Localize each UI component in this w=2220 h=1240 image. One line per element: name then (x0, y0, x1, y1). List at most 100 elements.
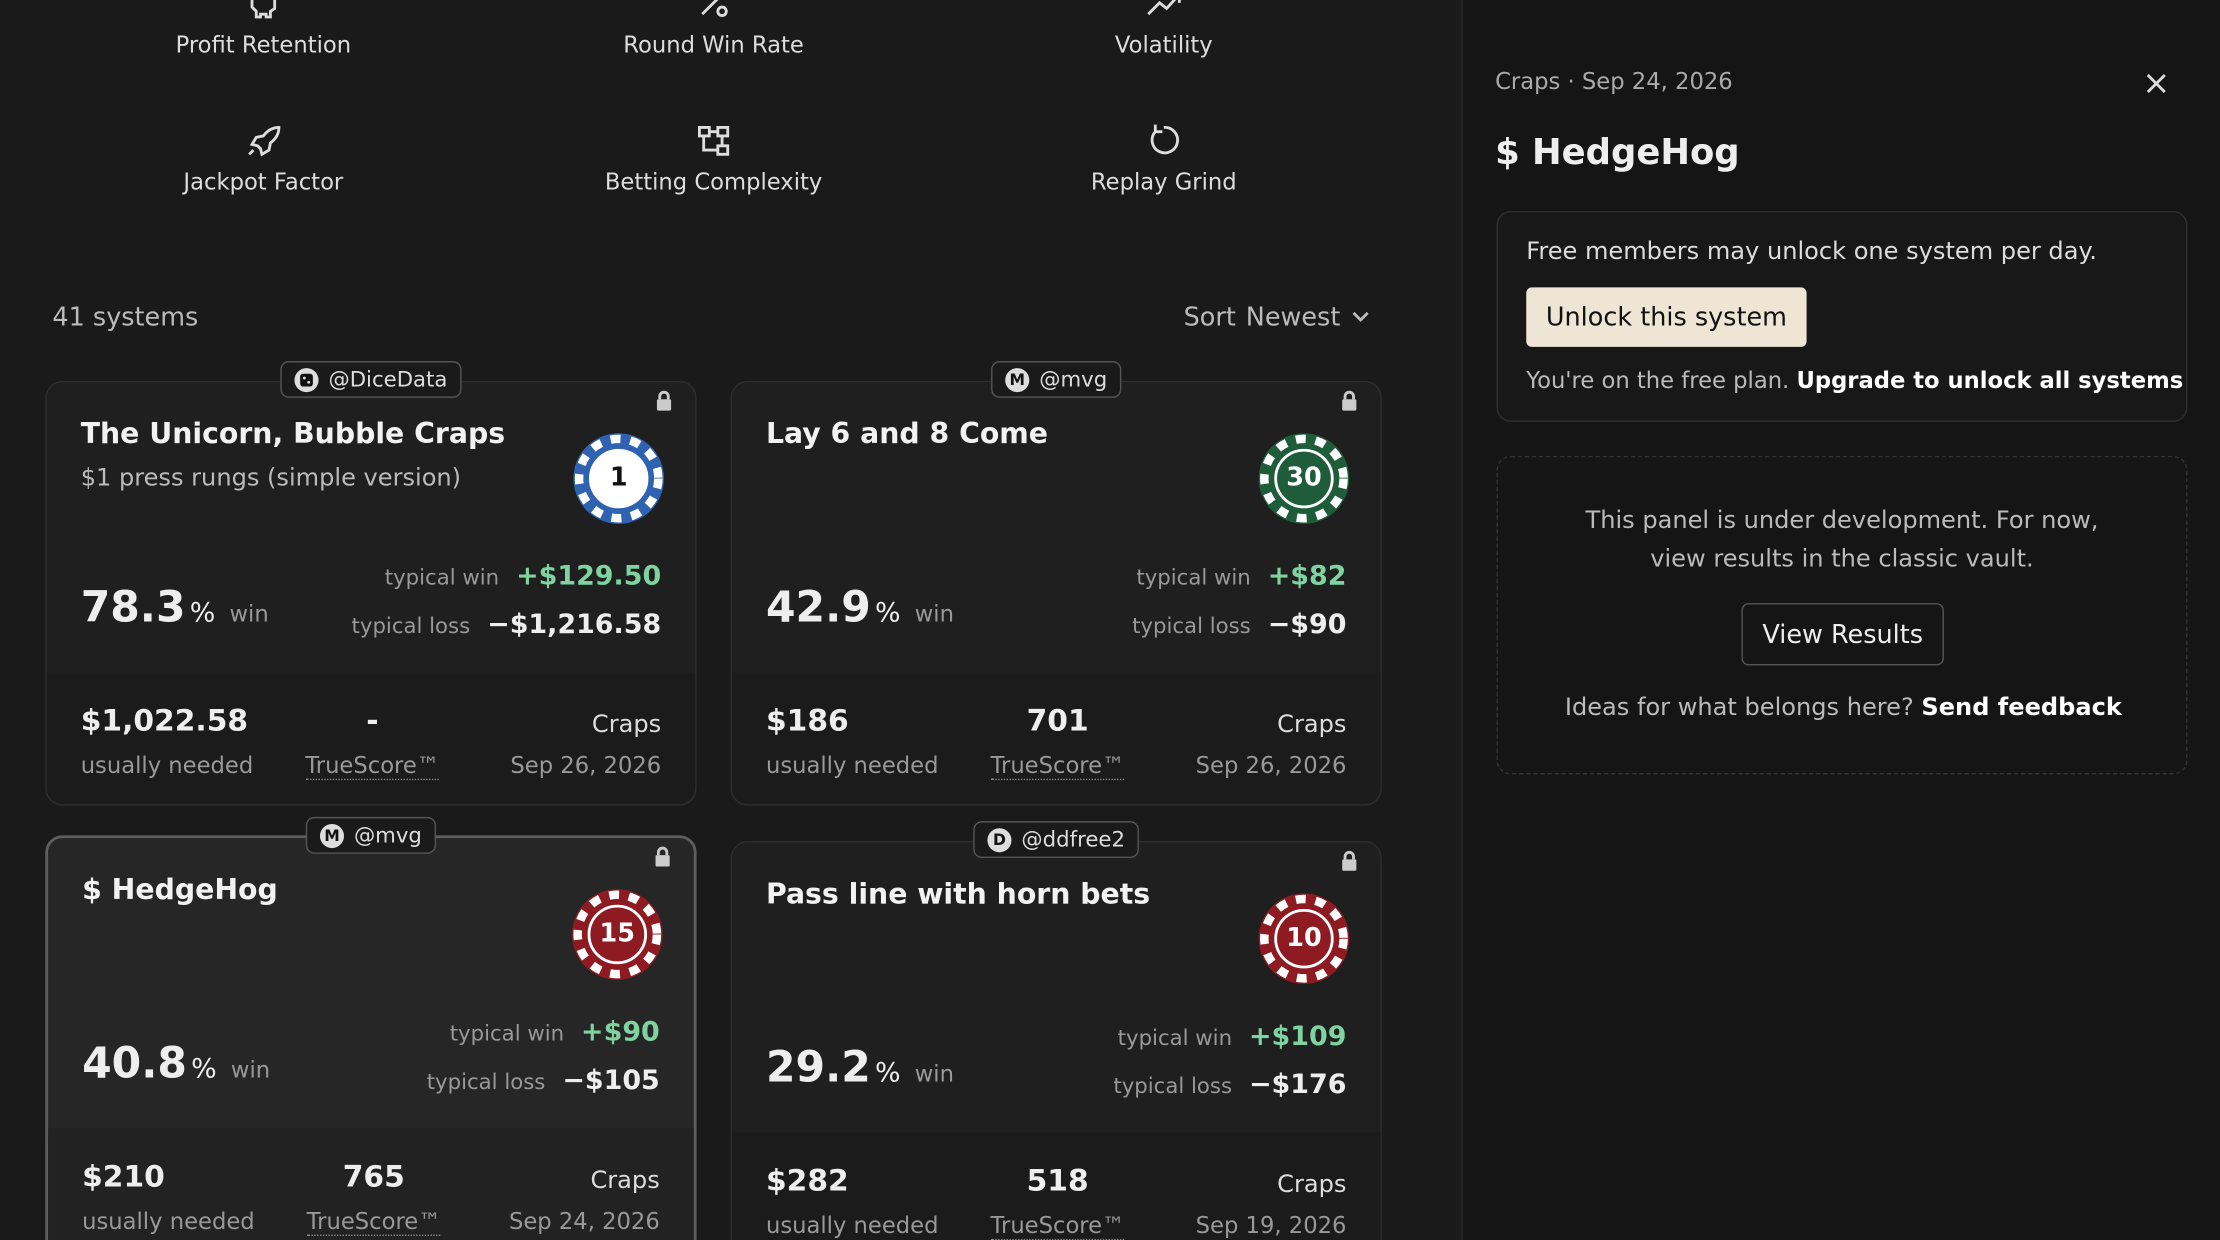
close-button[interactable] (2145, 72, 2168, 95)
author-avatar (294, 367, 319, 392)
upgrade-link[interactable]: Upgrade to unlock all systems (1796, 366, 2184, 394)
icon (697, 126, 730, 156)
panel-meta: Craps · Sep 24, 2026 (1495, 67, 1733, 95)
card-footer (46, 672, 696, 805)
typical-loss: typical loss −$1,216.58 (352, 609, 662, 640)
lock-icon (651, 845, 674, 873)
needed-value: $1,022.58 (80, 703, 249, 738)
game: Craps (1277, 710, 1347, 740)
view-results-button[interactable]: View Results (1741, 603, 1944, 666)
game: Craps (590, 1166, 660, 1195)
truescore-value: - (366, 703, 379, 738)
lock (1342, 390, 1357, 411)
chip-graphic (571, 889, 663, 980)
game: Craps (591, 710, 662, 740)
unlock-button[interactable]: Unlock this system (1526, 287, 1807, 347)
value: −$176 (1249, 1068, 1347, 1101)
date: Sep 26, 2026 (510, 751, 662, 779)
value: +$82 (1267, 560, 1347, 592)
win-rate: 78.3% win (81, 583, 269, 633)
filter-option[interactable]: Replay Grind (980, 120, 1348, 195)
filter-option[interactable]: Round Win Rate (530, 0, 898, 58)
truescore-label: TrueScore™ (306, 1207, 441, 1237)
card-title: Lay 6 and 8 Come (765, 416, 1049, 451)
system-card[interactable]: M @mvg $ HedgeHog 15 40.8% win typical win +$90… (45, 816, 697, 1240)
win-value: 42.9 (765, 583, 871, 633)
game: Craps (1277, 1170, 1347, 1200)
needed-value: $282 (765, 1163, 849, 1198)
systems-count: 41 systems (52, 302, 199, 333)
feedback-link[interactable]: Send feedback (1921, 693, 2122, 723)
plan-text: You're on the free plan. (1526, 366, 1790, 394)
card-footer (731, 1132, 1381, 1240)
label: typical loss (1132, 613, 1251, 639)
chip: 30 (1257, 432, 1350, 531)
filter-icon (980, 120, 1348, 160)
filter-icon (79, 0, 447, 23)
value: +$109 (1249, 1020, 1347, 1052)
filter-label: Betting Complexity (604, 168, 823, 196)
filter-option[interactable]: Profit Retention (79, 0, 447, 58)
typical-loss: typical loss −$90 (1132, 609, 1346, 640)
author-badge: @DiceData (280, 361, 462, 398)
system-card[interactable]: @DiceData The Unicorn, Bubble Craps $1 pre… (45, 361, 697, 806)
filter-label: Round Win Rate (623, 31, 804, 59)
lock-icon (1338, 389, 1361, 417)
chip: 15 (571, 888, 664, 987)
author-avatar: M (1005, 367, 1030, 392)
chip-graphic (1258, 433, 1350, 524)
icon (701, 0, 728, 17)
dev-text: This panel is under development. For now… (1585, 506, 2099, 574)
win-rate: 29.2% win (766, 1043, 954, 1093)
ideas-line: Ideas for what belongs here? Send feedba… (1498, 694, 2189, 722)
filter-label: Jackpot Factor (183, 168, 344, 196)
chip-graphic (573, 433, 665, 524)
win-unit: % (191, 1053, 217, 1085)
value: −$1,216.58 (487, 608, 662, 640)
systems-list: Profit Retention Round Win Rate Volatility… (45, 0, 1382, 1240)
notice: Free members may unlock one system per d… (1526, 237, 2097, 267)
icon (1150, 124, 1179, 155)
detail-panel: Craps · Sep 24, 2026 $ HedgeHog Free mem… (1461, 0, 2220, 1240)
sort-control[interactable]: Sort Newest (1184, 303, 1370, 333)
filter-label: Volatility (1114, 31, 1213, 59)
chip: 1 (572, 432, 665, 531)
card-title: $ HedgeHog (82, 872, 278, 907)
needed-value: $186 (765, 703, 849, 738)
label: typical win (1117, 1025, 1233, 1051)
win-label: win (229, 600, 269, 628)
author-name: @mvg (353, 822, 422, 849)
label: typical win (449, 1020, 565, 1047)
truescore-value: 765 (342, 1159, 405, 1194)
typical-win: typical win +$129.50 (385, 561, 661, 592)
filter-option[interactable]: Volatility (980, 0, 1348, 58)
sort-value: Newest (1245, 302, 1341, 333)
author-badge: M @mvg (991, 361, 1122, 398)
system-card[interactable]: M @mvg Lay 6 and 8 Come 30 42.9% win typical w… (730, 361, 1382, 806)
truescore-label: TrueScore™ (990, 1211, 1125, 1240)
author-name: @ddfree2 (1021, 826, 1125, 853)
date: Sep 26, 2026 (1195, 751, 1347, 779)
author-badge: M @mvg (305, 816, 437, 854)
needed-label: usually needed (82, 1207, 255, 1235)
sort-label: Sort (1183, 302, 1236, 333)
dev-box: This panel is under development. For now… (1496, 455, 2189, 775)
win-value: 40.8 (82, 1039, 187, 1089)
filter-option[interactable]: Betting Complexity (530, 120, 898, 195)
lock (655, 846, 670, 867)
value: −$105 (562, 1064, 660, 1096)
chip-label: 10 (1286, 923, 1322, 953)
filter-option[interactable]: Jackpot Factor (79, 120, 447, 195)
win-unit: % (875, 597, 901, 629)
truescore-label: TrueScore™ (990, 751, 1125, 781)
typical-win: typical win +$109 (1118, 1021, 1347, 1052)
icon (248, 126, 281, 157)
panel-title: $ HedgeHog (1495, 131, 1740, 173)
chip-label: 15 (599, 918, 636, 949)
win-unit: % (189, 597, 216, 629)
author-avatar: D (987, 827, 1012, 852)
win-label: win (914, 1060, 954, 1088)
system-card[interactable]: D @ddfree2 Pass line with horn bets 10 29.2%… (730, 821, 1382, 1240)
